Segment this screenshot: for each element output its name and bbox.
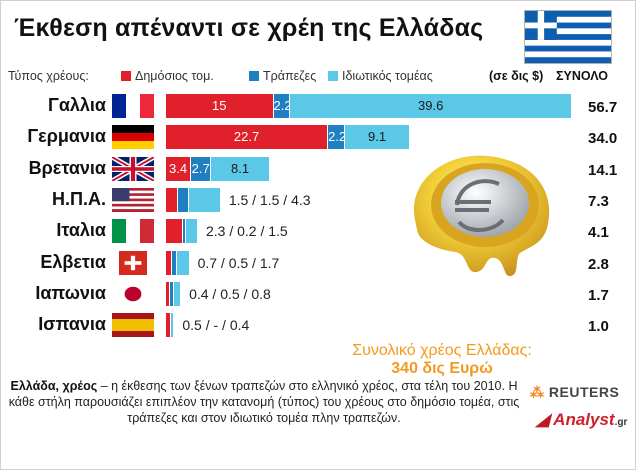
legend-banks: Τράπεζες [263, 69, 317, 83]
bar-segment [166, 219, 183, 244]
country-label: Ιαπωνια [35, 282, 106, 303]
legend-public: Δημόσιος τομ. [135, 69, 214, 83]
total-value: 1.7 [588, 286, 609, 304]
bar-segment: 9.1 [344, 125, 410, 150]
bar-value-label: 0.4 / 0.5 / 0.8 [189, 285, 271, 302]
bar-segment: 3.4 [166, 156, 191, 181]
legend-private: Ιδιωτικός τομέας [342, 69, 433, 83]
total-value: 14.1 [588, 161, 618, 179]
bar-value-label: 0.7 / 0.5 / 1.7 [197, 254, 280, 271]
chart-title: Έκθεση απέναντι σε χρέη της Ελλάδας [14, 14, 484, 42]
bar-segment: 2.2 [273, 94, 290, 118]
country-label: Ιταλια [56, 220, 106, 241]
footnote-text: – η έκθεσης των ξένων τραπεζών στο ελλην… [8, 379, 520, 425]
switzerland-flag-icon [112, 250, 154, 275]
country-label: Βρετανια [28, 157, 106, 178]
reuters-dots-icon: ⁂ [530, 384, 549, 400]
reuters-logo: ⁂ REUTERS [530, 384, 619, 401]
analyst-arrow-icon: ◢ [536, 410, 554, 429]
total-value: 7.3 [588, 192, 609, 210]
bar-segment [166, 187, 177, 212]
bar-segment [186, 219, 197, 244]
usa-flag-icon [112, 187, 154, 212]
uk-flag-icon [110, 154, 156, 183]
legend-banks-swatch [249, 71, 259, 81]
total-header: ΣΥΝΟΛΟ [556, 69, 608, 83]
spain-flag-icon [112, 313, 154, 338]
country-label: Ισπανια [38, 314, 106, 335]
bar-segment [183, 219, 186, 244]
bar-value-label: 2.3 / 0.2 / 1.5 [205, 223, 288, 240]
units-label: (σε δις $) [489, 69, 544, 83]
country-label: Γαλλια [48, 95, 106, 115]
france-flag-icon [112, 94, 154, 118]
greek-flag-icon [524, 10, 612, 64]
bar-segment [166, 313, 170, 338]
total-value: 1.0 [588, 318, 609, 336]
bar-segment [177, 187, 189, 212]
bar-segment [176, 250, 189, 275]
bar-segment: 8.1 [211, 156, 269, 181]
germany-flag-icon [112, 125, 154, 150]
bar-value-label: 1.5 / 1.5 / 4.3 [228, 191, 311, 208]
country-label: Η.Π.Α. [52, 188, 106, 209]
total-debt-label: Συνολικό χρέος Ελλάδας: [352, 342, 532, 359]
analyst-logo: ◢ Analyst.gr [536, 410, 627, 430]
bar-segment [174, 281, 181, 306]
italy-flag-icon [112, 219, 154, 244]
bar-segment: 2.2 [328, 125, 344, 150]
analyst-text: Analyst [553, 410, 615, 429]
bar-segment [166, 281, 169, 306]
bar-segment: 2.7 [191, 156, 211, 181]
total-value: 4.1 [588, 224, 609, 242]
total-value: 2.8 [588, 255, 609, 273]
analyst-suffix: .gr [614, 417, 628, 428]
legend-public-swatch [121, 71, 131, 81]
country-label: Ελβετια [40, 251, 106, 272]
bar-segment [166, 250, 171, 275]
country-label: Γερμανια [27, 126, 106, 147]
reuters-text: REUTERS [548, 384, 620, 400]
bar-segment [170, 313, 174, 338]
melting-euro-coin-icon [413, 155, 550, 277]
legend-prefix: Τύπος χρέους: [8, 69, 89, 83]
footnote: Ελλάδα, χρέος – η έκθεσης των ξένων τραπ… [8, 378, 520, 426]
japan-flag-icon [112, 281, 154, 306]
total-debt-value: 340 δις Ευρώ [391, 360, 493, 377]
legend-private-swatch [328, 71, 338, 81]
total-value: 34.0 [588, 130, 618, 148]
bar-segment [169, 281, 174, 306]
total-value: 56.7 [588, 99, 618, 116]
bar-segment: 39.6 [290, 94, 572, 118]
bar-segment: 15 [166, 94, 273, 118]
bar-segment: 22.7 [166, 125, 328, 150]
bar-segment [189, 187, 220, 212]
footnote-bold: Ελλάδα, χρέος [10, 379, 98, 393]
bar-segment [171, 250, 176, 275]
legend: Τύπος χρέους: Δημόσιος τομ. Τράπεζες Ιδι… [8, 69, 628, 85]
bar-value-label: 0.5 / - / 0.4 [182, 317, 250, 334]
